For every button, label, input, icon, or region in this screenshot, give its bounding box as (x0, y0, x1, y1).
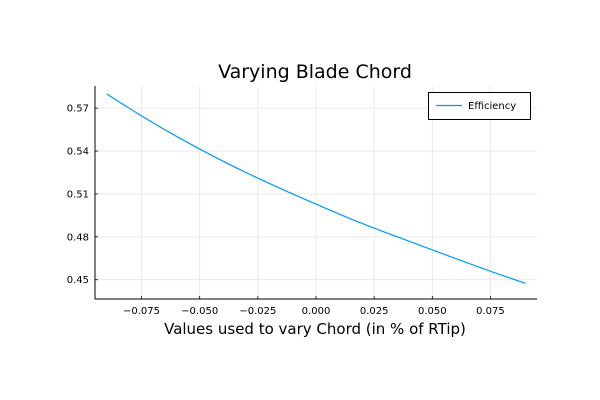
x-tick-label-4: 0.025 (360, 306, 389, 317)
series-layer (106, 93, 526, 284)
x-tick-label-0: −0.075 (123, 306, 160, 317)
tick-labels: −0.075 −0.050 −0.025 0.000 0.025 0.050 0.075 0.… (67, 104, 505, 317)
x-tick-label-5: 0.050 (418, 306, 447, 317)
grid (95, 86, 537, 299)
x-tick-label-1: −0.050 (181, 306, 218, 317)
y-tick-label-4: 0.57 (67, 104, 89, 115)
x-tick-label-6: 0.075 (476, 306, 505, 317)
x-tick-label-3: 0.000 (302, 306, 331, 317)
legend: Efficiency (428, 92, 531, 120)
y-tick-label-1: 0.48 (67, 232, 89, 243)
axes (94, 86, 537, 300)
x-axis-title: Values used to vary Chord (in % of RTip) (164, 320, 466, 338)
x-tick-label-2: −0.025 (239, 306, 276, 317)
chart-title: Varying Blade Chord (218, 61, 412, 83)
y-tick-label-0: 0.45 (67, 275, 89, 286)
y-tick-label-3: 0.54 (67, 147, 89, 158)
series-line-efficiency (106, 93, 526, 284)
y-tick-label-2: 0.51 (67, 189, 89, 200)
legend-label-efficiency: Efficiency (468, 101, 516, 112)
